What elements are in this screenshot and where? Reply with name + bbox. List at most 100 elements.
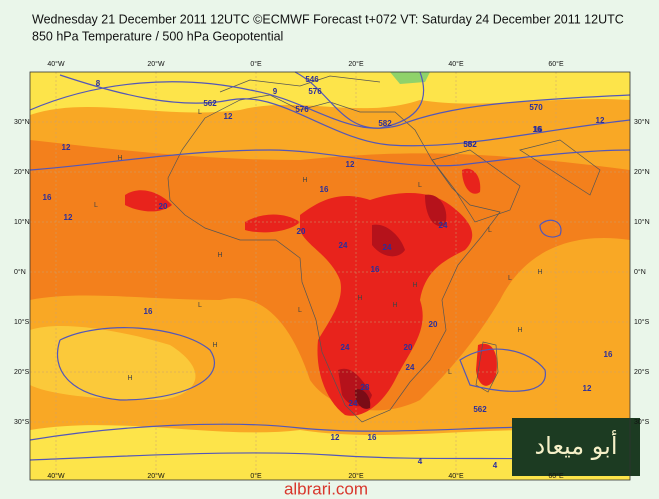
contour-label: 582 xyxy=(463,140,477,149)
contour-label: 4 xyxy=(493,461,498,470)
contour-label: 24 xyxy=(383,243,392,252)
temperature-band xyxy=(30,425,630,480)
pressure-mark: L xyxy=(198,109,202,116)
contour-label: 24 xyxy=(406,363,415,372)
contour-label: 4 xyxy=(418,457,423,466)
lon-label: 20°E xyxy=(348,472,364,480)
title: Wednesday 21 December 2011 12UTC ©ECMWF … xyxy=(32,12,624,26)
lon-label: 60°E xyxy=(548,472,564,480)
contour-label: 16 xyxy=(604,350,613,359)
lon-label: 40°W xyxy=(47,60,65,68)
contour-label: 28 xyxy=(361,383,370,392)
contour-label: 20 xyxy=(429,320,438,329)
contour-label: 9 xyxy=(273,87,278,96)
contour-label: 552 xyxy=(463,140,477,149)
temperature-band xyxy=(300,193,473,416)
pressure-mark: L xyxy=(298,307,302,314)
contour-label: 562 xyxy=(203,99,217,108)
contour-label: 12 xyxy=(64,213,73,222)
geopotential-contour xyxy=(294,71,425,129)
pressure-mark: H xyxy=(392,302,397,309)
pressure-mark: H xyxy=(537,269,542,276)
contour-label: 562 xyxy=(473,405,487,414)
map: 8 12 562 9 576 582 12 16 12 552 16 20 20 24 24 24 20 16 12… xyxy=(29,71,631,480)
temperature-band xyxy=(462,168,481,194)
pressure-mark: H xyxy=(357,295,362,302)
lat-label: 10°S xyxy=(14,318,30,326)
lat-label: 0°N xyxy=(14,268,26,276)
pressure-mark: H xyxy=(412,282,417,289)
temperature-band xyxy=(425,194,447,227)
pressure-mark: H xyxy=(217,252,222,259)
lon-label: 20°W xyxy=(147,472,165,480)
coastline xyxy=(475,341,499,393)
lon-label: 40°W xyxy=(47,472,65,480)
temperature-band xyxy=(125,190,172,212)
pressure-mark: H xyxy=(302,177,307,184)
lon-label: 20°E xyxy=(348,60,364,68)
pressure-mark: L xyxy=(198,302,202,309)
contour-label: 12 xyxy=(224,112,233,121)
contour-label: 16 xyxy=(533,125,542,134)
geopotential-contour xyxy=(539,219,562,238)
geopotential-contour xyxy=(56,327,216,401)
contour-label: 24 xyxy=(439,221,448,230)
contour-label: 24 xyxy=(339,241,348,250)
geopotential-contour xyxy=(29,149,631,171)
contour-label: 576 xyxy=(295,105,309,114)
lon-label: 60°E xyxy=(548,60,564,68)
pressure-mark: H xyxy=(517,327,522,334)
coastline xyxy=(431,149,521,223)
temperature-band xyxy=(354,389,371,409)
watermark-site: albrari.com xyxy=(284,479,368,498)
pressure-mark: L xyxy=(94,202,98,209)
contour-label: 24 xyxy=(341,343,350,352)
contour-label: 546 xyxy=(305,75,319,84)
contour-label: 576 xyxy=(308,87,322,96)
lat-label: 30°N xyxy=(634,118,650,126)
lat-label: 20°N xyxy=(634,168,650,176)
watermark-arabic: أبو ميعاد xyxy=(534,430,617,460)
map-frame xyxy=(29,71,631,481)
contour-label: 8 xyxy=(96,79,101,88)
lon-label: 40°E xyxy=(448,60,464,68)
coastline xyxy=(167,94,501,423)
subtitle: 850 hPa Temperature / 500 hPa Geopotenti… xyxy=(32,29,283,43)
pressure-mark: H xyxy=(127,375,132,382)
contour-label: 12 xyxy=(583,384,592,393)
geopotential-contour xyxy=(29,81,631,129)
contour-label: 12 xyxy=(331,433,340,442)
contour-label: 16 xyxy=(43,193,52,202)
contour-label: 20 xyxy=(404,343,413,352)
contour-label: 12 xyxy=(346,160,355,169)
lat-label: 0°N xyxy=(634,268,646,276)
pressure-mark: L xyxy=(448,369,452,376)
pressure-mark: L xyxy=(508,275,512,282)
contour-label: 16 xyxy=(368,433,377,442)
temperature-band xyxy=(245,214,300,233)
lat-label: 20°N xyxy=(14,168,30,176)
pressure-mark: L xyxy=(418,182,422,189)
contour-label: 24 xyxy=(349,399,358,408)
lon-label: 0°E xyxy=(250,472,262,480)
temperature-band xyxy=(372,224,405,257)
contour-label: 16 xyxy=(371,265,380,274)
temperature-band xyxy=(30,72,630,115)
geopotential-contour xyxy=(59,74,631,147)
lat-label: 20°S xyxy=(14,368,30,376)
lat-label: 30°N xyxy=(14,118,30,126)
lat-label: 10°N xyxy=(14,218,30,226)
contour-label: 570 xyxy=(529,103,543,112)
lat-label: 20°S xyxy=(634,368,650,376)
contour-label: 16 xyxy=(144,307,153,316)
pressure-mark: L xyxy=(488,227,492,234)
contour-label: 16 xyxy=(534,125,543,134)
lat-label: 10°N xyxy=(634,218,650,226)
contour-label: 16 xyxy=(320,185,329,194)
lon-label: 0°E xyxy=(250,60,262,68)
lon-label: 20°W xyxy=(147,60,165,68)
coastline xyxy=(219,75,381,93)
contour-label: 12 xyxy=(62,143,71,152)
temperature-band xyxy=(390,72,430,84)
